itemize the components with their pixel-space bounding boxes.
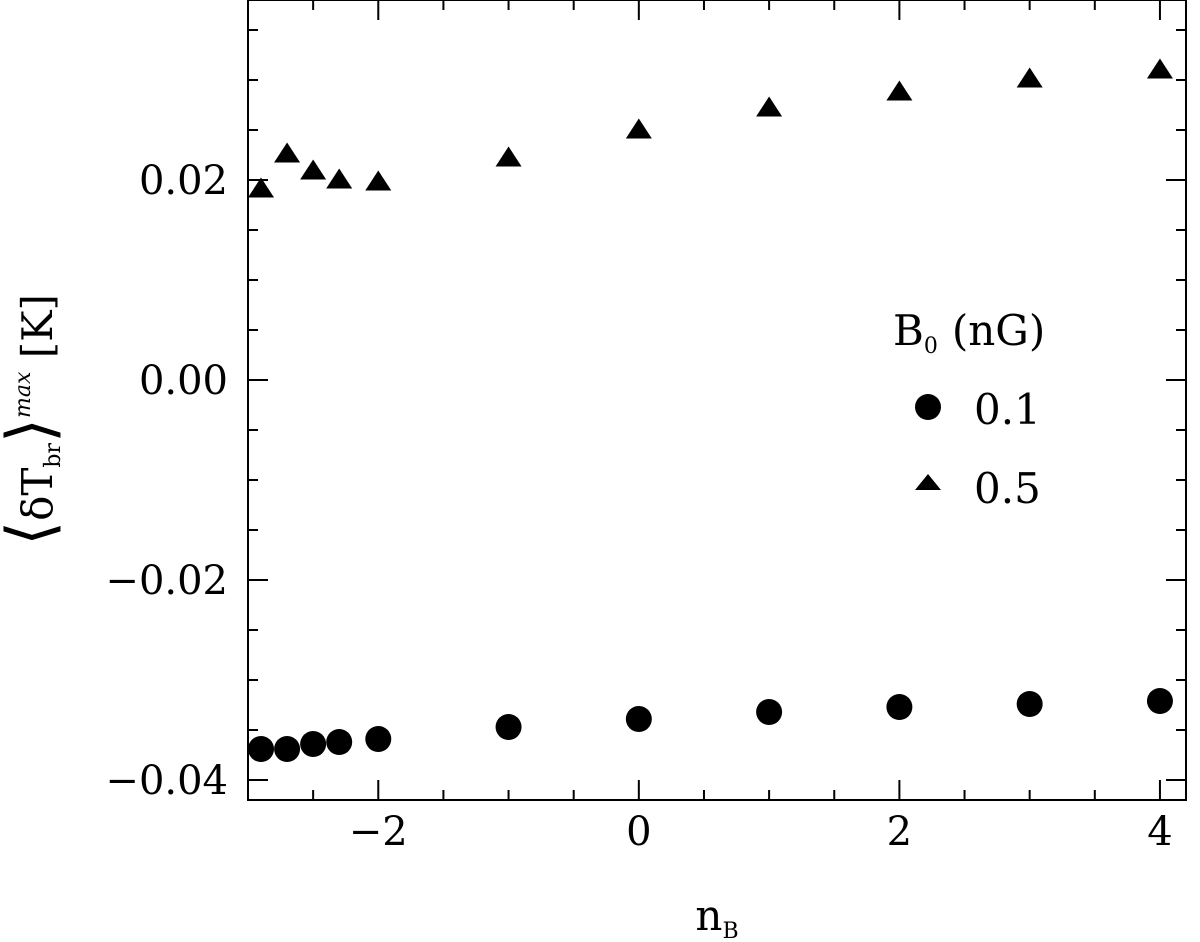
data-marks [248, 58, 1173, 762]
legend: B0 (nG) 0.1 0.5 [893, 306, 1045, 513]
data-point-triangle [1016, 67, 1043, 88]
plot-frame [247, 0, 1187, 801]
y-tick-label: 0.00 [139, 358, 228, 404]
tick-labels: −2 0 2 4 −0.04 −0.02 0.00 0.02 [105, 158, 1172, 855]
data-point-triangle [1146, 58, 1173, 79]
data-point-circle [326, 729, 353, 755]
x-axis-label: nB [695, 891, 738, 942]
data-point-triangle [756, 96, 783, 117]
data-point-triangle [495, 146, 522, 167]
data-point-circle [1016, 691, 1043, 717]
legend-marker-circle [915, 394, 941, 420]
data-point-triangle [625, 118, 652, 139]
x-tick-label: 4 [1147, 809, 1172, 855]
data-point-circle [1146, 688, 1173, 714]
axis-ticks [247, 0, 1186, 800]
legend-label-series-2: 0.5 [974, 464, 1041, 513]
data-point-circle [756, 699, 783, 725]
y-tick-label: −0.04 [105, 758, 228, 804]
data-point-triangle [365, 170, 392, 191]
data-point-circle [886, 694, 913, 720]
data-point-triangle [274, 142, 301, 163]
legend-title: B0 (nG) [893, 306, 1045, 359]
data-point-circle [495, 714, 522, 740]
legend-label-series-1: 0.1 [974, 385, 1041, 434]
data-point-circle [248, 736, 275, 762]
x-tick-label: −2 [349, 809, 408, 855]
data-point-triangle [886, 80, 913, 101]
data-point-triangle [300, 159, 327, 180]
data-point-circle [625, 706, 652, 732]
data-point-circle [300, 731, 327, 757]
y-tick-label: −0.02 [105, 558, 228, 604]
data-point-triangle [248, 177, 275, 198]
data-point-circle [365, 726, 392, 752]
legend-marker-triangle [915, 474, 941, 490]
x-tick-label: 0 [626, 809, 651, 855]
data-point-triangle [326, 168, 353, 189]
data-point-circle [274, 736, 301, 762]
x-tick-label: 2 [887, 809, 912, 855]
y-tick-label: 0.02 [139, 158, 228, 204]
y-axis-label: ⟨δTbr⟩max [K] [0, 294, 68, 546]
